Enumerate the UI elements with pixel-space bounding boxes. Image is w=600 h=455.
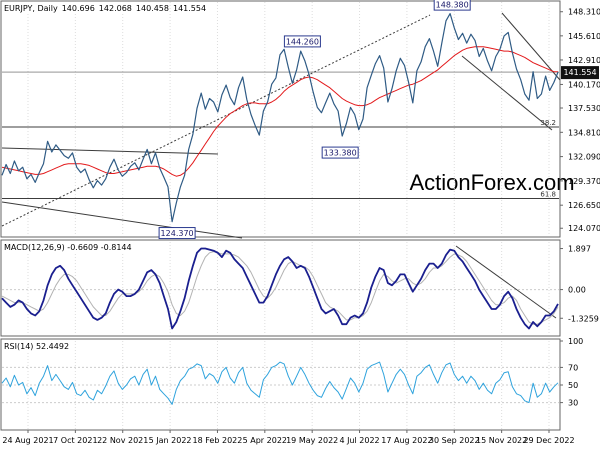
x-tick-label: 22 Nov 2021 (97, 436, 148, 445)
y-axis-labels: 148.310 145.610 142.910 140.170 137.530 134.8… (560, 8, 600, 408)
falling-channel-upper-line (501, 12, 561, 81)
rsi-header-text: RSI(14) 52.4492 (4, 342, 69, 351)
x-tick-label: 4 Jul 2022 (339, 436, 379, 445)
last-price-tag-text: 141.554 (563, 68, 596, 77)
ohlc-high: 142.068 (99, 4, 132, 13)
x-tick-label: 18 Feb 2022 (193, 436, 243, 445)
macd-line (1, 247, 559, 330)
last-price-tag-box (561, 66, 599, 80)
x-tick-label: 7 Oct 2021 (53, 436, 97, 445)
price-y-tick-label: 129.370 (568, 177, 600, 186)
x-tick-label: 30 Sep 2022 (429, 436, 480, 445)
fib-levels: 38.2 61.8 (2, 71, 559, 199)
price-annotation-box (283, 35, 321, 48)
rsi-y-tick-label: 70 (568, 363, 578, 372)
ohlc-low: 140.458 (136, 4, 169, 13)
macd-header-bg (2, 241, 134, 253)
price-annotation-label: 124.370 (161, 229, 194, 238)
fib-level-label: 61.8 (540, 190, 556, 198)
rsi-y-tick-label: 30 (568, 399, 578, 408)
price-y-tick-label: 148.310 (568, 8, 600, 17)
price-y-tick-label: 142.910 (568, 56, 600, 65)
trendline-layer (1, 12, 561, 319)
macd-y-tick-label: -1.3259 (568, 314, 599, 323)
price-y-tick-label: 126.650 (568, 201, 600, 210)
price-header-text: EURJPY, Daily 140.696 142.068 140.458 141.55… (4, 4, 206, 13)
rsi-header: RSI(14) 52.4492 (2, 340, 74, 352)
x-axis-labels: 24 Aug 2021 7 Oct 2021 22 Nov 2021 5 Jan 20… (2, 430, 575, 445)
ohlc-open: 140.696 (62, 4, 95, 13)
x-tick-label: 29 Dec 2022 (523, 436, 574, 445)
channel-upper-line (1, 147, 219, 155)
channel-lower-line (1, 201, 243, 239)
price-annotation-label: 144.260 (286, 37, 319, 46)
x-tick-label: 15 Nov 2022 (476, 436, 527, 445)
moving-average-line (1, 46, 558, 177)
series-layer (1, 13, 559, 405)
macd-header: MACD(12,26,9) -0.6609 -0.8144 (2, 241, 134, 253)
last-price-tag: 141.554 (561, 66, 599, 80)
falling-channel-lower-line (461, 55, 553, 131)
price-panel-frame (0, 0, 561, 238)
price-annotation-box (321, 146, 359, 159)
price-header-bg (2, 2, 164, 14)
x-tick-label: 5 Jan 2022 (149, 436, 192, 445)
x-tick-label: 17 Aug 2022 (381, 436, 432, 445)
price-y-tick-label: 140.170 (568, 80, 600, 89)
symbol-title: EURJPY, Daily (4, 4, 58, 13)
price-y-tick-label: 137.530 (568, 104, 600, 113)
macd-panel-frame (0, 239, 561, 337)
macd-trendline (455, 245, 557, 319)
rsi-header-bg (2, 340, 74, 352)
macd-y-tick-label: 1.897 (568, 245, 591, 254)
long-term-dotted-trendline (1, 14, 431, 227)
price-line (1, 13, 559, 223)
macd-signal-line (1, 251, 559, 325)
macd-header-text: MACD(12,26,9) -0.6609 -0.8144 (4, 243, 132, 252)
price-y-tick-label: 134.810 (568, 128, 600, 137)
annotation-layer: 148.380 144.260 133.380 124.370 (158, 0, 471, 240)
x-tick-label: 24 Aug 2021 (2, 436, 53, 445)
price-annotation-box (158, 227, 196, 240)
rsi-line (1, 361, 559, 405)
price-y-tick-label: 132.090 (568, 153, 600, 162)
rsi-y-tick-label: 50 (568, 381, 578, 390)
price-header: EURJPY, Daily 140.696 142.068 140.458 141.55… (2, 2, 206, 14)
price-annotation-box (433, 0, 471, 11)
macd-y-tick-label: 0.00 (568, 286, 586, 295)
price-y-tick-label: 124.070 (568, 224, 600, 233)
fib-level-label: 38.2 (540, 119, 556, 127)
x-tick-label: 19 May 2022 (286, 436, 338, 445)
price-y-tick-label: 145.610 (568, 32, 600, 41)
price-annotation-label: 133.380 (324, 149, 357, 158)
price-annotation-label: 148.380 (436, 1, 469, 10)
ohlc-close: 141.554 (173, 4, 206, 13)
x-tick-label: 5 Apr 2022 (243, 436, 287, 445)
rsi-y-tick-label: 100 (568, 337, 583, 346)
watermark-text: ActionForex.com (409, 170, 574, 195)
